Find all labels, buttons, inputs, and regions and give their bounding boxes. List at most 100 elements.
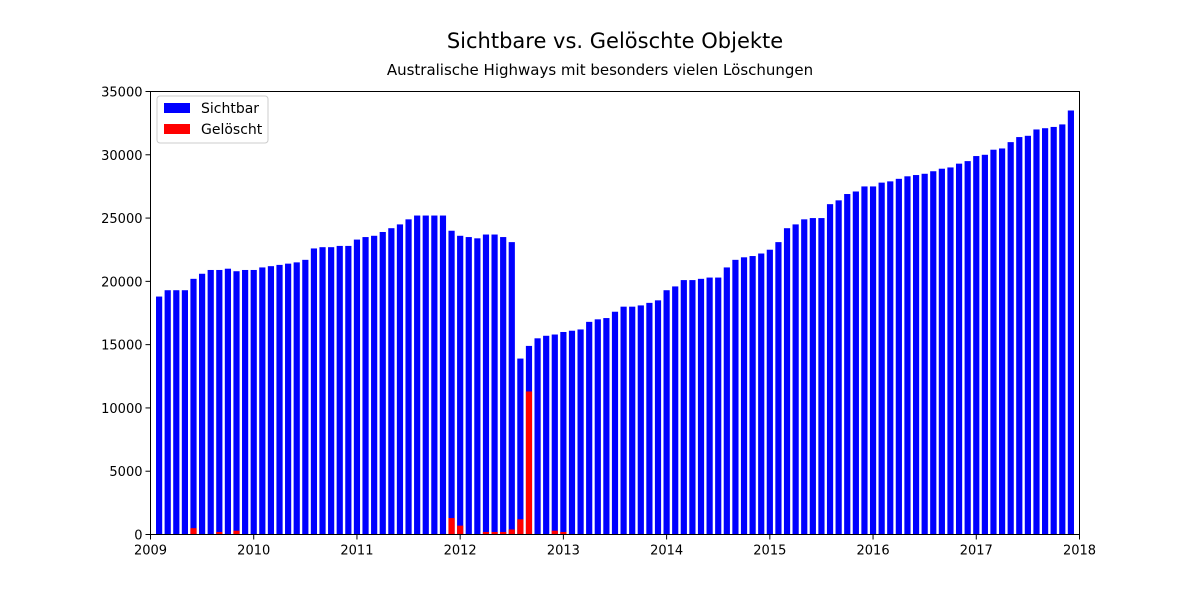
visible-bar — [835, 200, 842, 535]
visible-bar — [345, 245, 352, 535]
legend-swatch-deleted — [164, 124, 190, 134]
visible-bar — [912, 175, 920, 535]
bars-visible-series — [156, 110, 1074, 535]
visible-bar — [353, 239, 361, 535]
visible-bar — [904, 176, 911, 535]
x-tick-label: 2009 — [134, 544, 167, 559]
visible-bar — [439, 215, 447, 535]
legend: Sichtbar Gelöscht — [156, 95, 269, 144]
visible-bar — [431, 215, 438, 535]
visible-bar — [207, 269, 214, 535]
visible-bar — [1033, 129, 1040, 535]
visible-bar — [276, 264, 283, 535]
visible-bar — [1024, 135, 1031, 535]
deleted-bar — [508, 529, 515, 535]
visible-bar — [809, 218, 816, 535]
visible-bar — [310, 248, 318, 535]
deleted-bar — [190, 528, 197, 535]
visible-bar — [973, 156, 980, 535]
visible-bar — [199, 273, 206, 535]
visible-bar — [620, 306, 627, 535]
visible-bar — [500, 237, 507, 535]
visible-bar — [156, 296, 163, 535]
visible-bar — [173, 290, 180, 535]
visible-bar — [224, 268, 232, 535]
visible-bar — [534, 338, 541, 535]
visible-bar — [955, 163, 963, 535]
visible-bar — [1067, 110, 1074, 535]
visible-bar — [801, 219, 808, 535]
visible-bar — [766, 249, 773, 535]
visible-bar — [611, 311, 619, 535]
chart-title: Sichtbare vs. Gelöschte Objekte — [447, 29, 783, 53]
visible-bar — [586, 321, 593, 535]
visible-bar — [474, 238, 481, 535]
visible-bar — [508, 242, 515, 535]
visible-bar — [895, 178, 902, 535]
visible-bar — [861, 186, 868, 535]
visible-bar — [844, 194, 851, 535]
x-tick-label: 2016 — [857, 544, 890, 559]
y-tick-label: 20000 — [101, 275, 142, 290]
y-tick-label: 5000 — [109, 465, 142, 480]
visible-bar — [482, 234, 490, 535]
y-tick-label: 10000 — [101, 402, 142, 417]
visible-bar — [818, 218, 825, 535]
visible-bar — [749, 256, 756, 535]
visible-bar — [181, 290, 188, 535]
deleted-bar — [517, 519, 524, 535]
visible-bar — [560, 331, 567, 535]
visible-bar — [491, 234, 498, 535]
visible-bar — [1016, 137, 1023, 535]
visible-bar — [577, 329, 584, 535]
visible-bar — [680, 280, 687, 535]
y-tick-label: 25000 — [101, 212, 142, 227]
x-tick-label: 2014 — [650, 544, 683, 559]
visible-bar — [921, 173, 928, 535]
visible-bar — [259, 267, 266, 535]
visible-bar — [319, 247, 326, 535]
visible-bar — [852, 191, 859, 535]
visible-bar — [448, 230, 455, 535]
visible-bar — [981, 154, 988, 535]
visible-bar — [672, 286, 679, 535]
deleted-bar — [500, 531, 507, 535]
visible-bar — [250, 269, 257, 535]
visible-bar — [388, 228, 395, 535]
visible-bar — [164, 290, 171, 535]
visible-bar — [887, 181, 894, 535]
visible-bar — [190, 278, 197, 535]
deleted-bar — [560, 531, 567, 535]
visible-bar — [792, 224, 799, 535]
visible-bar — [758, 253, 765, 535]
visible-bar — [1059, 124, 1066, 535]
legend-swatch-visible — [164, 103, 190, 113]
visible-bar — [637, 305, 644, 535]
visible-bar — [371, 235, 378, 535]
visible-bar — [551, 334, 558, 535]
legend-label-visible: Sichtbar — [201, 101, 259, 117]
visible-bar — [826, 204, 834, 535]
plot-frame — [150, 91, 1080, 535]
visible-bar — [216, 269, 223, 535]
y-tick-label: 0 — [134, 529, 142, 544]
visible-bar — [723, 267, 730, 535]
deleted-bar — [457, 525, 464, 535]
visible-bar — [285, 263, 292, 535]
visible-bar — [998, 148, 1006, 535]
x-axis: 2009 2010 2011 2012 2013 2014 2015 2016 2017 2018 — [134, 534, 1096, 559]
visible-bar — [930, 171, 937, 535]
visible-bar — [457, 235, 464, 535]
visible-bar — [422, 215, 429, 535]
visible-bar — [947, 167, 954, 535]
visible-bar — [517, 358, 524, 535]
x-tick-label: 2015 — [753, 544, 786, 559]
visible-bar — [783, 228, 791, 535]
visible-bar — [233, 271, 240, 535]
visible-bar — [938, 168, 945, 535]
visible-bar — [362, 237, 369, 535]
visible-bar — [405, 219, 412, 535]
visible-bar — [379, 231, 386, 535]
visible-bar — [1050, 126, 1057, 535]
visible-bar — [663, 290, 670, 535]
